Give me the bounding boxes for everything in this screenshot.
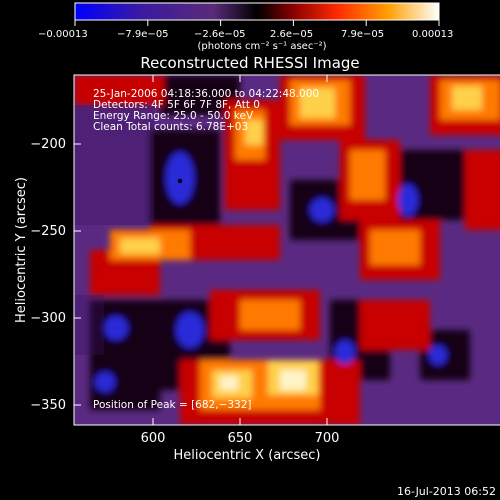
colorbar-tick-4: 7.9e−05 [341,29,384,40]
colorbar-tick-5: 0.00013 [412,29,453,40]
info-overlay: 25-Jan-2006 04:18:36.000 to 04:22:48.000… [93,88,319,411]
info-line-0: 25-Jan-2006 04:18:36.000 to 04:22:48.000 [93,88,319,100]
colorbar-ticks [74,20,440,26]
plot-frame [73,74,500,426]
colorbar-unit-label: (photons cm⁻² s⁻¹ asec⁻²) [197,41,326,52]
x-tick-label: 650 [228,431,253,446]
info-line-1: Detectors: 4F 5F 6F 7F 8F, Att 0 [93,99,260,111]
plot-title: Reconstructed RHESSI Image [140,54,359,72]
y-axis-label: Heliocentric Y (arcsec) [14,177,29,323]
colorbar-tick-1: −7.9e−05 [117,29,169,40]
info-line-3: Clean Total counts: 6.78E+03 [93,121,248,133]
colorbar-tick-0: −0.00013 [38,29,88,40]
info-line-2: Energy Range: 25.0 - 50.0 keV [93,110,254,122]
heatmap-image [74,75,500,425]
axis-ticks [74,75,328,425]
x-tick-label: 700 [315,431,340,446]
colorbar-gradient [74,2,440,21]
y-tick-label: −250 [30,224,66,239]
x-tick-label: 600 [141,431,166,446]
footer-timestamp: 16-Jul-2013 06:52 [397,485,496,498]
peak-marker [177,178,183,184]
y-tick-label: −300 [30,311,66,326]
peak-position-label: Position of Peak = [682,−332] [93,399,252,411]
y-tick-label: −200 [30,137,66,152]
colorbar-tick-2: −2.6e−05 [194,29,246,40]
colorbar: −0.00013 −7.9e−05 −2.6e−05 2.6e−05 7.9e−… [38,2,453,52]
colorbar-tick-3: 2.6e−05 [270,29,313,40]
y-tick-label: −350 [30,398,66,413]
x-axis-label: Heliocentric X (arcsec) [174,448,321,463]
